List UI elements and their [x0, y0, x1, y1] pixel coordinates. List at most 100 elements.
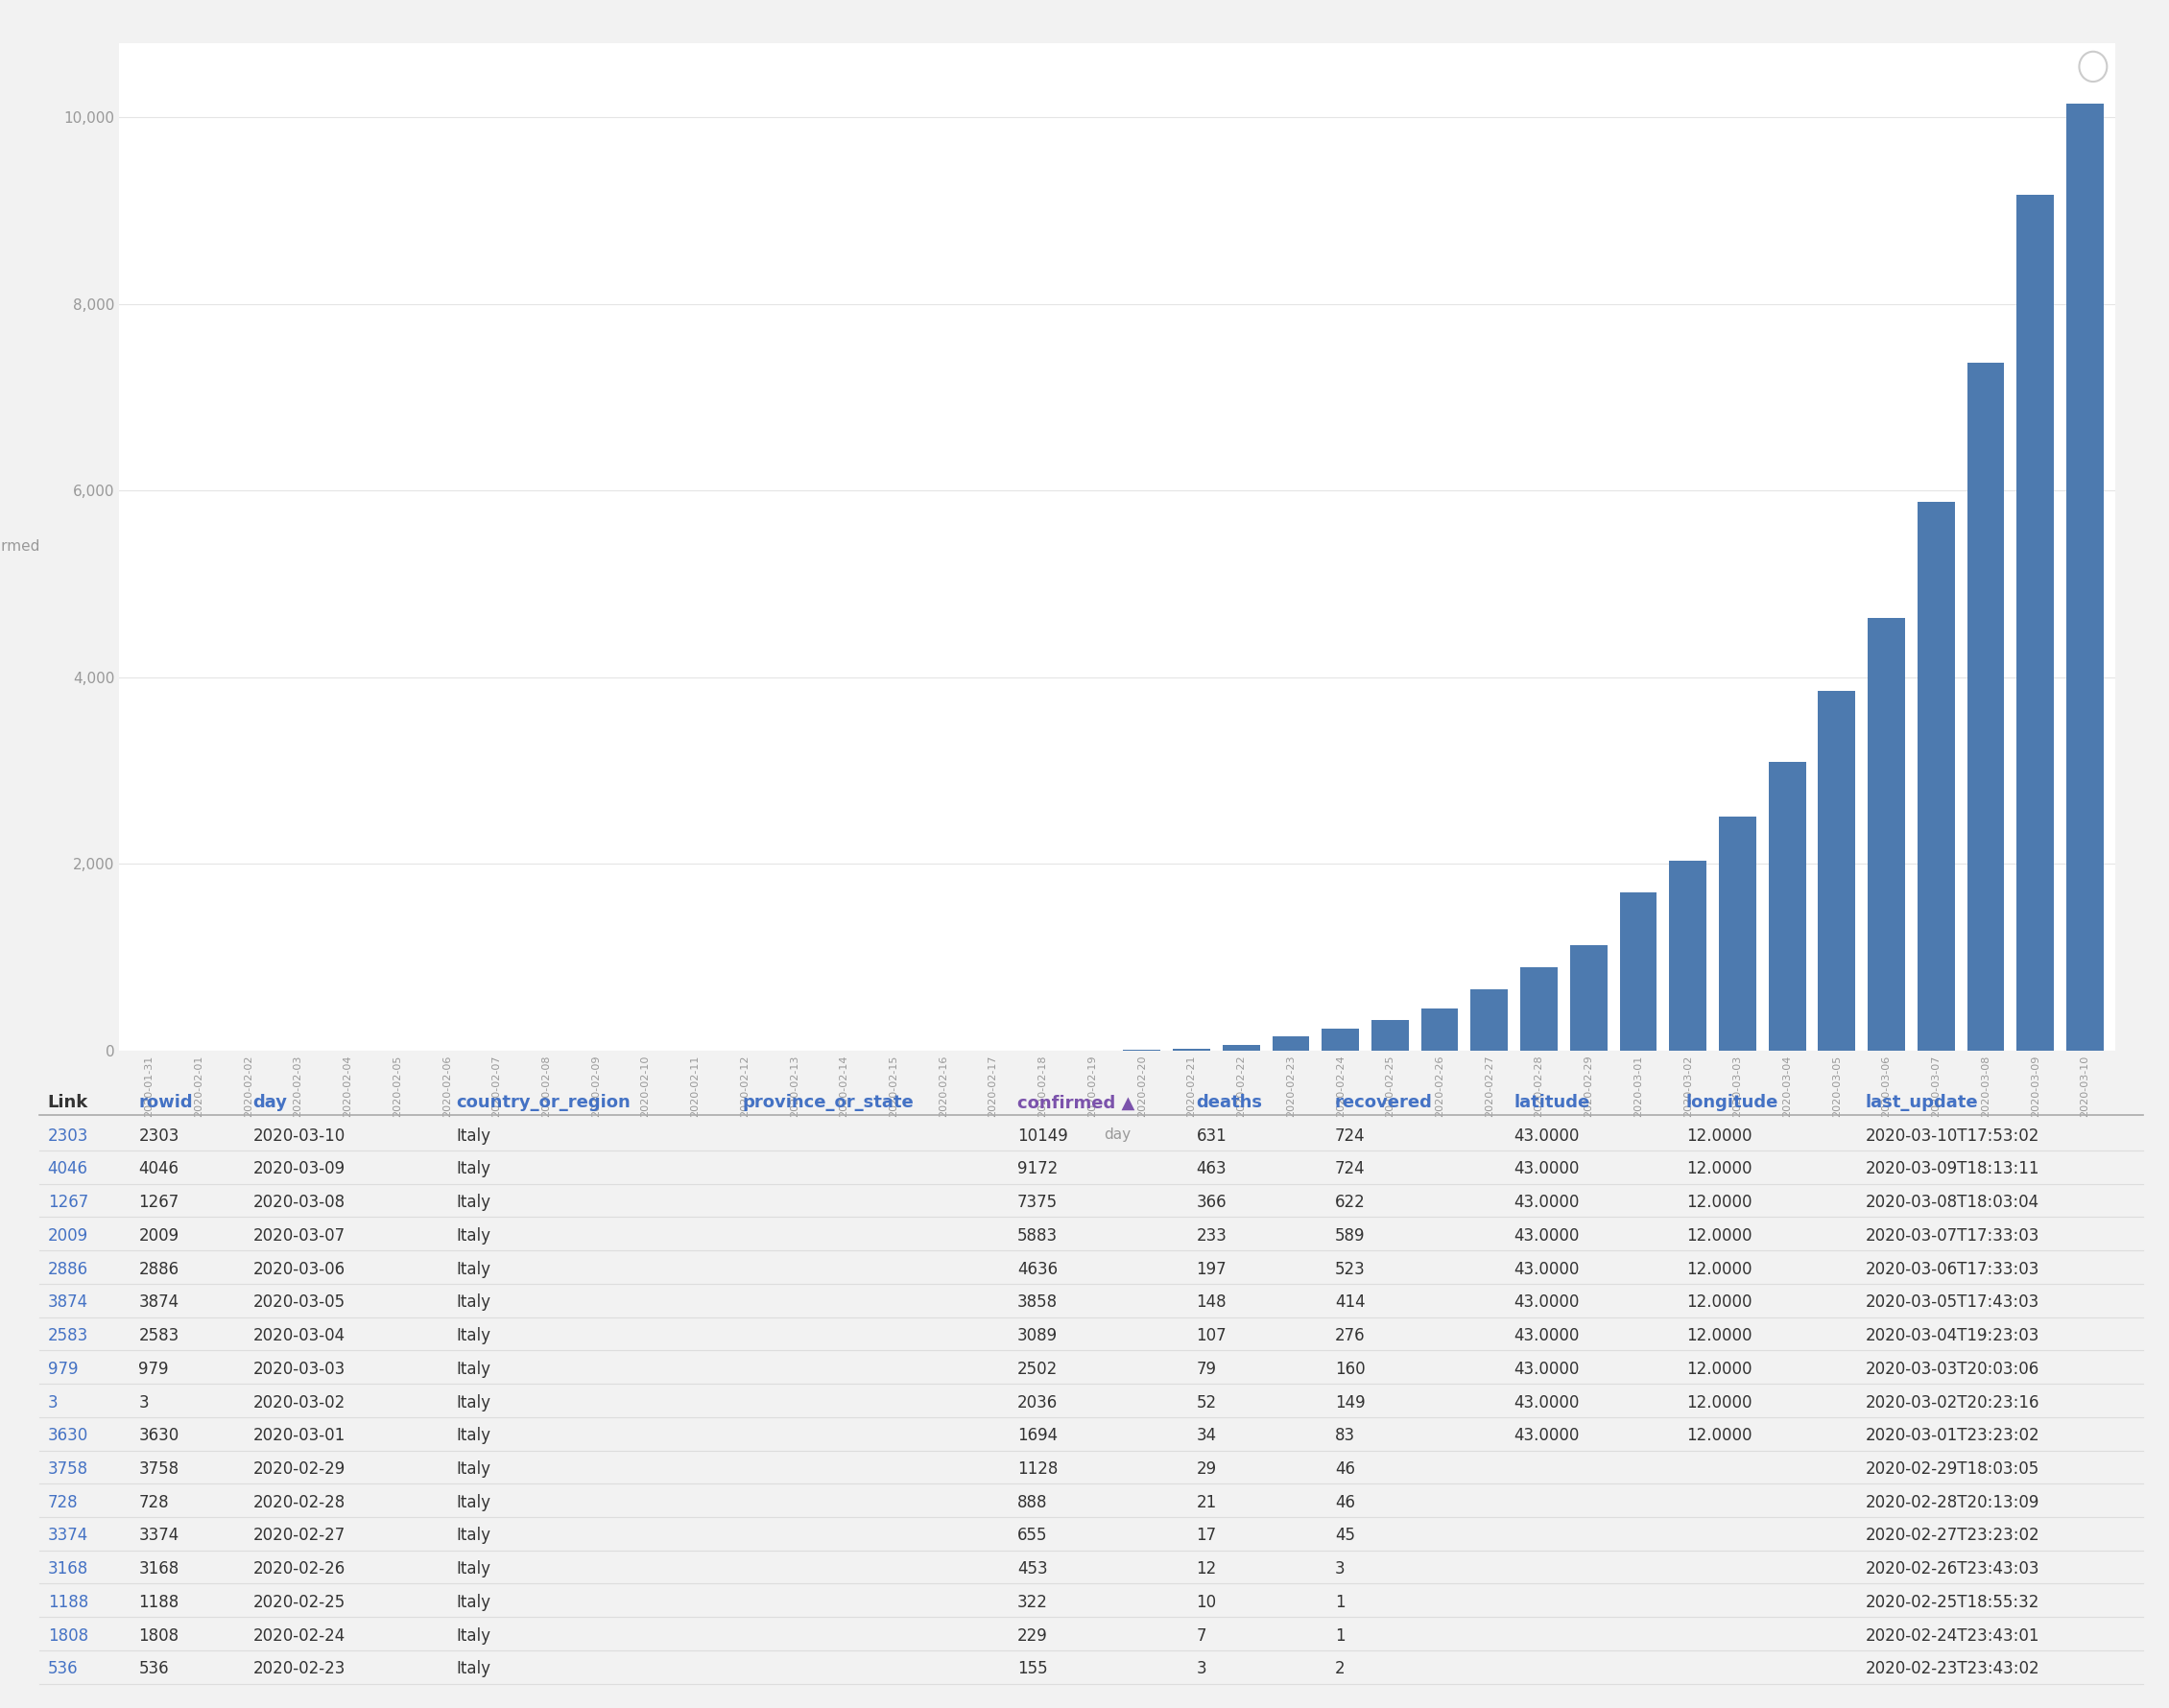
Text: 2020-03-10: 2020-03-10	[254, 1127, 345, 1144]
Text: 276: 276	[1334, 1327, 1364, 1344]
Text: 83: 83	[1334, 1428, 1356, 1445]
Text: deaths: deaths	[1197, 1095, 1262, 1112]
Text: Italy: Italy	[455, 1561, 490, 1578]
Text: 2020-02-24T23:43:01: 2020-02-24T23:43:01	[1865, 1628, 2039, 1645]
Text: 2020-03-04: 2020-03-04	[254, 1327, 345, 1344]
Text: Italy: Italy	[455, 1460, 490, 1477]
Text: 2020-02-25T18:55:32: 2020-02-25T18:55:32	[1865, 1594, 2039, 1611]
Text: 2020-02-23: 2020-02-23	[254, 1660, 345, 1677]
Text: 29: 29	[1197, 1460, 1217, 1477]
Text: 3168: 3168	[139, 1561, 180, 1578]
Bar	[1471, 989, 1507, 1050]
Text: 12.0000: 12.0000	[1685, 1160, 1753, 1179]
Text: 3089: 3089	[1017, 1327, 1058, 1344]
Text: Italy: Italy	[455, 1261, 490, 1278]
Text: 2020-03-02: 2020-03-02	[254, 1394, 345, 1411]
Text: longitude: longitude	[1685, 1095, 1779, 1112]
Text: 3858: 3858	[1017, 1295, 1058, 1312]
Text: 2020-02-26: 2020-02-26	[254, 1561, 345, 1578]
Text: 160: 160	[1334, 1361, 1364, 1378]
Text: last_update: last_update	[1865, 1095, 1978, 1112]
Text: 197: 197	[1197, 1261, 1228, 1278]
Text: 46: 46	[1334, 1494, 1356, 1512]
Text: 728: 728	[139, 1494, 169, 1512]
Bar	[1718, 816, 1757, 1050]
Text: 3874: 3874	[48, 1295, 89, 1312]
Text: 43.0000: 43.0000	[1514, 1194, 1579, 1211]
Text: 43.0000: 43.0000	[1514, 1160, 1579, 1179]
Text: 4046: 4046	[139, 1160, 178, 1179]
Text: 2020-03-02T20:23:16: 2020-03-02T20:23:16	[1865, 1394, 2039, 1411]
Text: 3874: 3874	[139, 1295, 178, 1312]
Text: Italy: Italy	[455, 1594, 490, 1611]
Text: 2020-03-09T18:13:11: 2020-03-09T18:13:11	[1865, 1160, 2039, 1179]
Text: confirmed ▲: confirmed ▲	[1017, 1095, 1134, 1112]
Text: 43.0000: 43.0000	[1514, 1127, 1579, 1144]
Text: Italy: Italy	[455, 1127, 490, 1144]
Text: Italy: Italy	[455, 1160, 490, 1179]
Text: 43.0000: 43.0000	[1514, 1327, 1579, 1344]
Text: 79: 79	[1197, 1361, 1217, 1378]
Text: 2020-02-27T23:23:02: 2020-02-27T23:23:02	[1865, 1527, 2039, 1544]
Text: 2020-03-01: 2020-03-01	[254, 1428, 345, 1445]
Text: Italy: Italy	[455, 1327, 490, 1344]
Text: 2020-02-29: 2020-02-29	[254, 1460, 345, 1477]
Text: 12.0000: 12.0000	[1685, 1361, 1753, 1378]
Text: 2020-03-07: 2020-03-07	[254, 1226, 345, 1245]
Text: 3: 3	[1197, 1660, 1206, 1677]
Text: 3: 3	[48, 1394, 59, 1411]
Text: 17: 17	[1197, 1527, 1217, 1544]
Bar	[1273, 1037, 1310, 1050]
Text: 12.0000: 12.0000	[1685, 1295, 1753, 1312]
Text: 4636: 4636	[1017, 1261, 1058, 1278]
Text: 229: 229	[1017, 1628, 1048, 1645]
Text: 2020-02-26T23:43:03: 2020-02-26T23:43:03	[1865, 1561, 2039, 1578]
Text: 2020-03-03: 2020-03-03	[254, 1361, 345, 1378]
Text: 12.0000: 12.0000	[1685, 1194, 1753, 1211]
Text: 12: 12	[1197, 1561, 1217, 1578]
Text: 1694: 1694	[1017, 1428, 1058, 1445]
Text: 9172: 9172	[1017, 1160, 1058, 1179]
Text: 979: 979	[139, 1361, 169, 1378]
Text: 12.0000: 12.0000	[1685, 1428, 1753, 1445]
Y-axis label: confirmed: confirmed	[0, 540, 39, 553]
Bar	[1421, 1008, 1458, 1050]
Text: 2020-02-28T20:13:09: 2020-02-28T20:13:09	[1865, 1494, 2039, 1512]
Text: 7375: 7375	[1017, 1194, 1058, 1211]
Text: 43.0000: 43.0000	[1514, 1428, 1579, 1445]
Text: 34: 34	[1197, 1428, 1217, 1445]
Bar	[1371, 1020, 1408, 1050]
Text: 655: 655	[1017, 1527, 1048, 1544]
Text: 523: 523	[1334, 1261, 1364, 1278]
Text: 2020-03-10T17:53:02: 2020-03-10T17:53:02	[1865, 1127, 2039, 1144]
Text: 3630: 3630	[139, 1428, 180, 1445]
Text: latitude: latitude	[1514, 1095, 1590, 1112]
Text: 43.0000: 43.0000	[1514, 1361, 1579, 1378]
Text: 10149: 10149	[1017, 1127, 1067, 1144]
Text: Italy: Italy	[455, 1361, 490, 1378]
Text: 1267: 1267	[48, 1194, 89, 1211]
Text: 1: 1	[1334, 1628, 1345, 1645]
Bar	[1818, 690, 1854, 1050]
Text: 2009: 2009	[139, 1226, 178, 1245]
Text: 2020-02-23T23:43:02: 2020-02-23T23:43:02	[1865, 1660, 2039, 1677]
Text: Italy: Italy	[455, 1628, 490, 1645]
Text: rowid: rowid	[139, 1095, 193, 1112]
Text: 414: 414	[1334, 1295, 1364, 1312]
Text: 45: 45	[1334, 1527, 1356, 1544]
Text: 107: 107	[1197, 1327, 1228, 1344]
Text: 536: 536	[139, 1660, 169, 1677]
Text: 12.0000: 12.0000	[1685, 1394, 1753, 1411]
Text: 10: 10	[1197, 1594, 1217, 1611]
Bar	[1321, 1028, 1360, 1050]
Text: 728: 728	[48, 1494, 78, 1512]
Text: 2583: 2583	[48, 1327, 89, 1344]
Text: 2020-03-04T19:23:03: 2020-03-04T19:23:03	[1865, 1327, 2039, 1344]
Text: 2020-03-05: 2020-03-05	[254, 1295, 345, 1312]
Text: Italy: Italy	[455, 1226, 490, 1245]
Text: 1808: 1808	[48, 1628, 89, 1645]
Text: Italy: Italy	[455, 1494, 490, 1512]
Text: 2020-03-07T17:33:03: 2020-03-07T17:33:03	[1865, 1226, 2039, 1245]
Text: 2020-02-27: 2020-02-27	[254, 1527, 345, 1544]
Bar	[1620, 892, 1657, 1050]
